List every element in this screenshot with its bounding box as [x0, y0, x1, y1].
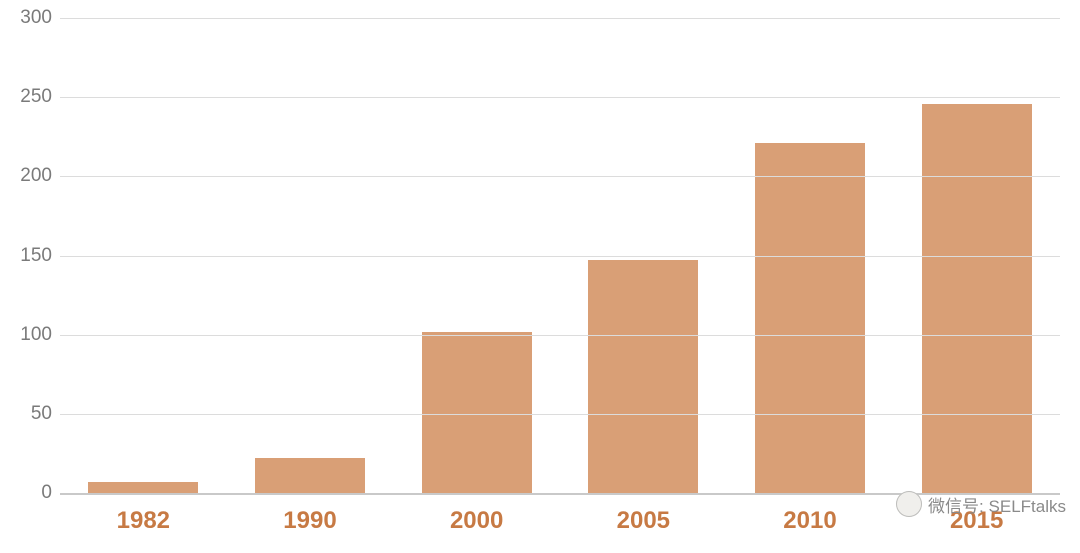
bar-chart: 0501001502002503001982199020002005201020… — [0, 0, 1080, 553]
plot-area: 0501001502002503001982199020002005201020… — [60, 18, 1060, 493]
grid-line — [60, 335, 1060, 336]
y-tick-label: 300 — [20, 7, 60, 29]
y-tick-label: 0 — [41, 482, 60, 504]
watermark-id: SELFtalks — [989, 497, 1066, 516]
bar — [588, 260, 698, 493]
y-tick-label: 250 — [20, 86, 60, 108]
watermark-prefix: 微信号: — [928, 497, 984, 516]
grid-line — [60, 18, 1060, 19]
watermark: 微信号: SELFtalks — [896, 491, 1066, 517]
y-tick-label: 200 — [20, 165, 60, 187]
x-tick-label: 1990 — [283, 507, 336, 535]
grid-line — [60, 176, 1060, 177]
grid-line — [60, 414, 1060, 415]
bar — [255, 458, 365, 493]
watermark-text: 微信号: SELFtalks — [928, 492, 1066, 517]
x-tick-label: 1982 — [117, 507, 170, 535]
y-tick-label: 150 — [20, 245, 60, 267]
x-tick-label: 2010 — [783, 507, 836, 535]
y-tick-label: 50 — [31, 403, 60, 425]
y-tick-label: 100 — [20, 324, 60, 346]
bar — [88, 482, 198, 493]
bar — [422, 332, 532, 494]
x-tick-label: 2000 — [450, 507, 503, 535]
grid-line — [60, 97, 1060, 98]
bar — [755, 143, 865, 493]
bar — [922, 104, 1032, 494]
grid-line — [60, 256, 1060, 257]
x-tick-label: 2005 — [617, 507, 670, 535]
wechat-icon — [896, 491, 922, 517]
